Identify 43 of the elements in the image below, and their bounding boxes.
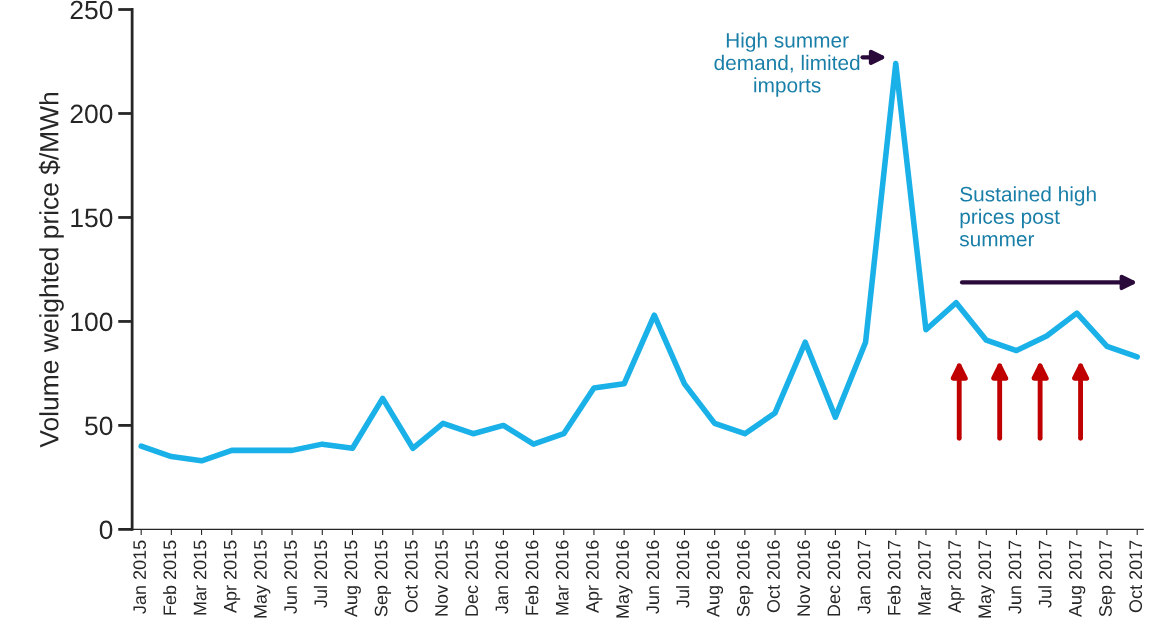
y-tick-label: 150 (71, 208, 113, 228)
x-tick-label: Feb 2016 (525, 540, 539, 615)
x-tick-label: Sep 2016 (736, 540, 754, 617)
x-tick-label: Apr 2017 (948, 540, 965, 614)
x-tick-label: May 2017 (978, 540, 995, 618)
x-tick-label: Apr 2015 (223, 540, 241, 614)
x-tick-label: Dec 2016 (827, 540, 841, 616)
x-tick-label: Oct 2015 (404, 540, 418, 613)
x-tick-label: Mar 2015 (193, 540, 207, 615)
x-tick-label: Mar 2016 (555, 540, 569, 615)
x-tick-label: Jul 2017 (1038, 540, 1052, 608)
y-axis-title: Volume weighted price $/MWh (38, 92, 64, 448)
y-tick-label: 250 (70, 0, 113, 20)
x-tick-label: Jul 2016 (676, 540, 690, 608)
x-tick-label: May 2015 (253, 540, 271, 618)
x-tick-label: Jan 2015 (133, 540, 147, 614)
x-tick-label: Nov 2016 (797, 540, 811, 616)
annotation: Sustained high prices post summer (959, 186, 1096, 247)
x-tick-label: Jul 2015 (313, 540, 328, 608)
x-tick-label: Jan 2016 (495, 540, 509, 614)
x-tick-label: Oct 2016 (767, 540, 780, 613)
x-tick-label: Jun 2017 (1008, 540, 1022, 614)
x-tick-label: Apr 2016 (585, 540, 603, 614)
x-tick-label: Jun 2016 (646, 540, 660, 614)
x-tick-label: May 2016 (616, 540, 633, 618)
y-tick-label: 50 (85, 416, 113, 436)
x-tick-label: Aug 2017 (1068, 540, 1086, 618)
x-tick-label: Sep 2015 (374, 540, 392, 617)
x-tick-label: Dec 2015 (465, 540, 479, 616)
annotation: High summer demand, limited imports (714, 32, 860, 97)
x-tick-label: Aug 2015 (344, 540, 361, 618)
y-tick-label: 0 (99, 520, 113, 540)
x-tick-label: Mar 2017 (918, 540, 931, 615)
x-tick-label: Oct 2017 (1129, 540, 1143, 613)
x-tick-label: Jan 2017 (857, 540, 871, 614)
x-tick-label: Jun 2015 (284, 540, 297, 614)
x-tick-label: Feb 2015 (162, 540, 177, 615)
x-tick-label: Nov 2015 (435, 540, 448, 616)
y-tick-label: 200 (70, 104, 113, 124)
x-tick-label: Sep 2017 (1099, 540, 1116, 617)
x-tick-label: Aug 2016 (706, 540, 724, 618)
x-tick-label: Feb 2017 (887, 540, 901, 615)
y-tick-label: 100 (71, 312, 113, 332)
